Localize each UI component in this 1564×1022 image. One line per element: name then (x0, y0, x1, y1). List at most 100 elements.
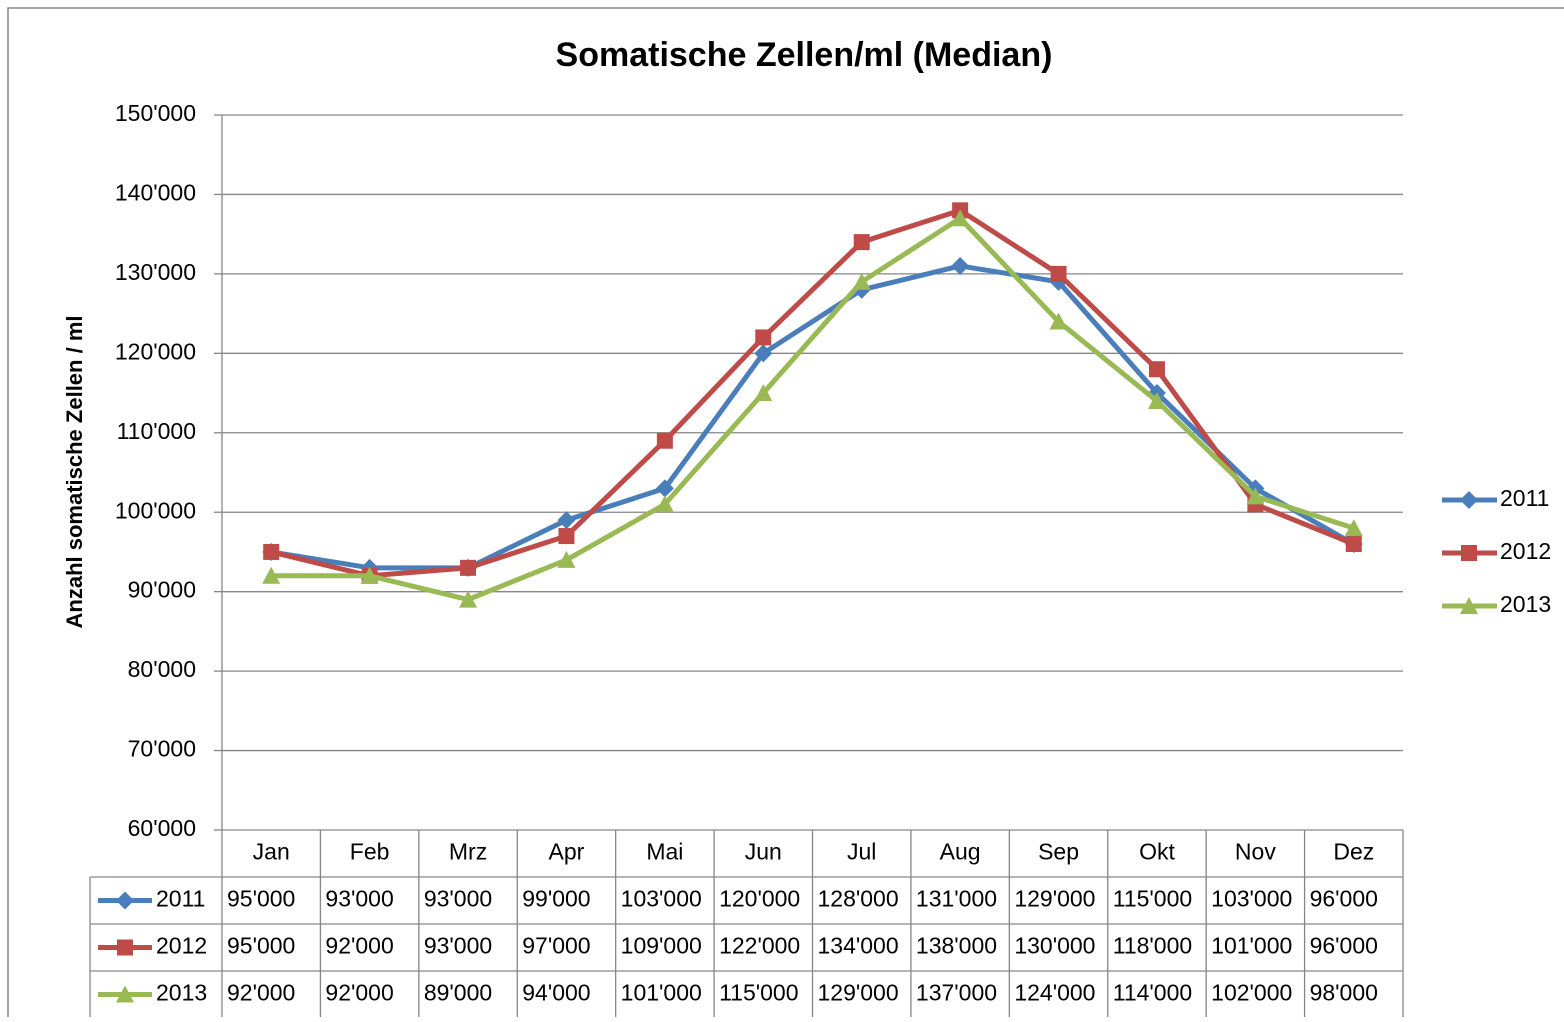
marker (852, 272, 871, 290)
table-value: 97'000 (522, 933, 590, 959)
marker (1049, 312, 1068, 330)
table-value: 98'000 (1310, 980, 1378, 1006)
marker (853, 234, 870, 251)
y-tick-label: 130'000 (115, 259, 196, 285)
table-series-name: 2012 (156, 933, 207, 959)
table-value: 89'000 (424, 980, 492, 1006)
y-tick-label: 120'000 (115, 338, 196, 364)
table-value: 118'000 (1113, 933, 1192, 959)
x-tick-label: Apr (549, 839, 585, 865)
marker (655, 479, 674, 498)
table-value: 109'000 (621, 933, 702, 959)
marker (951, 256, 970, 275)
table-value: 120'000 (719, 886, 800, 912)
table-value: 122'000 (719, 933, 800, 959)
table-series-name: 2013 (156, 980, 207, 1006)
legend-label: 2012 (1500, 538, 1551, 564)
marker (1050, 265, 1067, 282)
x-tick-label: Nov (1235, 839, 1276, 865)
y-axis-label: Anzahl somatische Zellen / ml (62, 316, 87, 629)
x-tick-label: Sep (1038, 839, 1079, 865)
x-tick-label: Okt (1139, 839, 1175, 865)
table-value: 94'000 (522, 980, 590, 1006)
y-tick-label: 70'000 (128, 736, 196, 762)
table-value: 93'000 (424, 933, 492, 959)
marker (1147, 392, 1166, 409)
table-value: 102'000 (1211, 980, 1292, 1006)
legend-marker (1461, 545, 1477, 561)
table-value: 95'000 (227, 886, 295, 912)
marker (360, 566, 379, 584)
table-value: 96'000 (1310, 933, 1378, 959)
table-value: 92'000 (325, 933, 393, 959)
marker (656, 432, 673, 449)
table-series-name: 2011 (156, 886, 205, 912)
table-value: 131'000 (916, 886, 997, 912)
x-tick-label: Jul (847, 839, 876, 865)
marker (755, 329, 772, 346)
marker (1344, 519, 1363, 537)
table-value: 138'000 (916, 933, 997, 959)
y-tick-label: 90'000 (128, 577, 196, 603)
marker (460, 559, 477, 576)
series-line (271, 215, 1355, 603)
series-line (270, 207, 1355, 579)
table-value: 128'000 (818, 886, 899, 912)
table-value: 95'000 (227, 933, 295, 959)
x-tick-label: Jun (745, 839, 782, 865)
table-value: 96'000 (1310, 886, 1378, 912)
x-tick-label: Jan (253, 839, 290, 865)
marker (951, 209, 970, 227)
table-value: 130'000 (1014, 933, 1095, 959)
marker (754, 384, 773, 402)
marker (1246, 487, 1265, 505)
y-tick-label: 100'000 (115, 497, 196, 523)
x-tick-label: Feb (350, 839, 390, 865)
table-value: 137'000 (916, 980, 997, 1006)
marker (1148, 361, 1165, 378)
legend-marker (116, 985, 134, 1003)
table-value: 99'000 (522, 886, 590, 912)
table-value: 103'000 (1211, 886, 1292, 912)
table-value: 129'000 (818, 980, 899, 1006)
table-value: 101'000 (621, 980, 702, 1006)
marker (557, 550, 576, 568)
marker (263, 543, 280, 560)
table-value: 93'000 (325, 886, 393, 912)
table-value: 93'000 (424, 886, 492, 912)
legend-marker (116, 891, 134, 910)
table-value: 92'000 (325, 980, 393, 1006)
y-tick-label: 110'000 (117, 418, 196, 444)
y-tick-label: 60'000 (128, 815, 196, 841)
marker (558, 528, 575, 545)
table-value: 92'000 (227, 980, 295, 1006)
table-value: 114'000 (1113, 980, 1192, 1006)
table-value: 101'000 (1211, 933, 1292, 959)
legend-marker (117, 939, 133, 956)
x-tick-label: Aug (940, 839, 981, 865)
y-tick-label: 140'000 (115, 180, 196, 206)
y-tick-label: 80'000 (128, 656, 196, 682)
x-tick-label: Mai (646, 839, 683, 865)
table-value: 115'000 (719, 980, 798, 1006)
chart-title: Somatische Zellen/ml (Median) (556, 36, 1053, 74)
legend-label: 2013 (1500, 591, 1551, 617)
marker (1345, 536, 1362, 552)
legend-marker (1460, 491, 1478, 509)
table-value: 129'000 (1014, 886, 1095, 912)
marker (754, 344, 773, 363)
table-value: 134'000 (818, 933, 899, 959)
table-value: 115'000 (1113, 886, 1192, 912)
x-tick-label: Mrz (449, 839, 487, 865)
marker (557, 511, 576, 530)
table-value: 124'000 (1014, 980, 1095, 1006)
marker (459, 590, 478, 608)
x-tick-label: Dez (1333, 839, 1374, 865)
y-tick-label: 150'000 (115, 100, 196, 126)
legend-label: 2011 (1500, 485, 1549, 511)
marker (655, 495, 674, 513)
marker (262, 566, 281, 584)
legend-marker (1460, 597, 1478, 614)
